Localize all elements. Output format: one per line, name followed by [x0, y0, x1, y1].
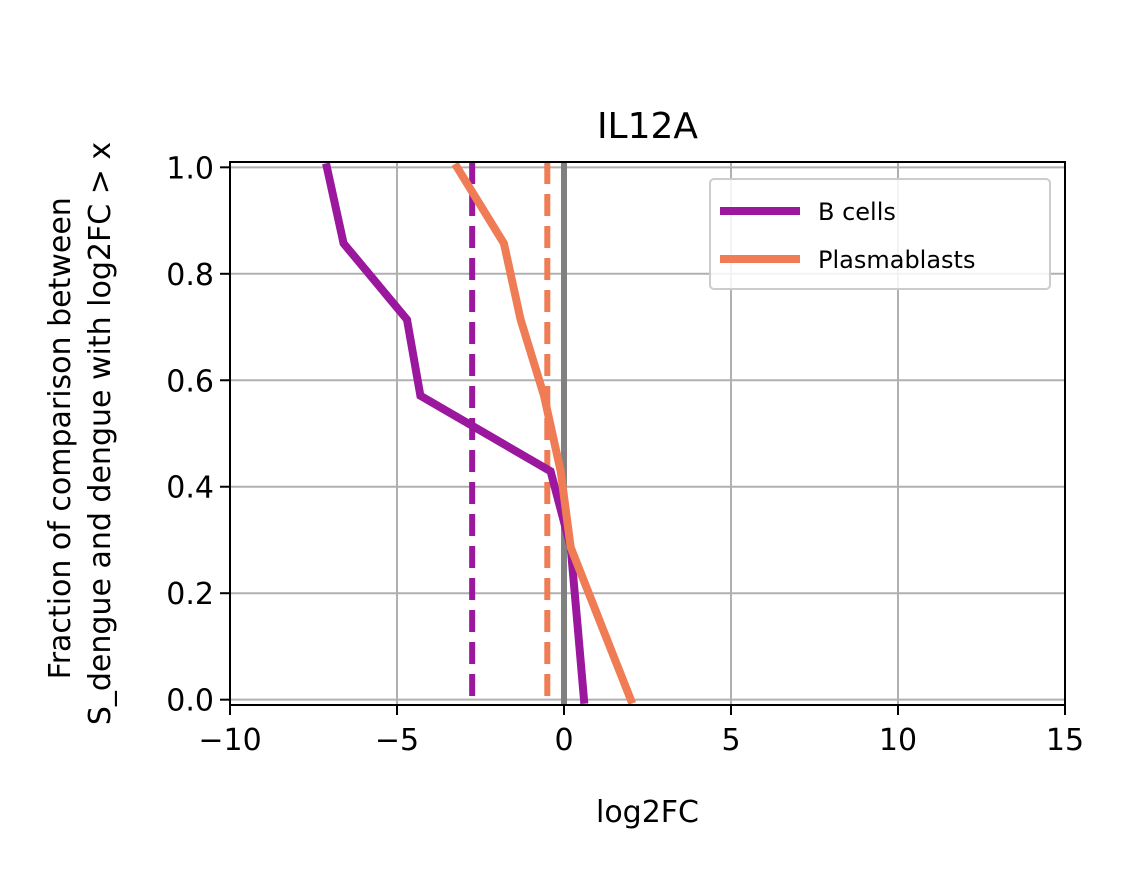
y-tick-label: 0.0 — [166, 684, 214, 719]
y-tick-label: 0.6 — [166, 364, 214, 399]
y-axis-label-line-1: Fraction of comparison between — [43, 197, 78, 679]
x-tick-label: −5 — [375, 723, 419, 758]
x-axis-label: log2FC — [596, 795, 699, 830]
series-layer — [322, 161, 636, 705]
chart-title: IL12A — [597, 106, 698, 147]
y-tick-label: 0.4 — [166, 471, 214, 506]
y-tick-label: 0.2 — [166, 577, 214, 612]
legend: B cells Plasmablasts — [709, 178, 1051, 290]
y-axis-label-line-2: S_dengue and dengue with log2FC > x — [83, 142, 118, 725]
ticks: −10 −5 0 5 10 15 0.0 0.2 0.4 0.6 0.8 1.0 — [166, 151, 1084, 758]
legend-label-0: B cells — [818, 198, 896, 226]
reference-layer — [469, 162, 567, 705]
x-tick-label: 5 — [721, 723, 740, 758]
y-tick-label: 1.0 — [166, 151, 214, 186]
x-tick-label: 10 — [879, 723, 917, 758]
plot-frame — [229, 161, 1066, 706]
x-tick-label: 15 — [1046, 723, 1084, 758]
y-tick-label: 0.8 — [166, 258, 214, 293]
series-line-1 — [451, 161, 636, 705]
x-tick-label: 0 — [554, 723, 573, 758]
legend-label-1: Plasmablasts — [818, 246, 975, 274]
series-line-0 — [322, 162, 589, 705]
y-axis-label: Fraction of comparison between S_dengue … — [43, 142, 118, 725]
x-tick-label: −10 — [198, 723, 261, 758]
